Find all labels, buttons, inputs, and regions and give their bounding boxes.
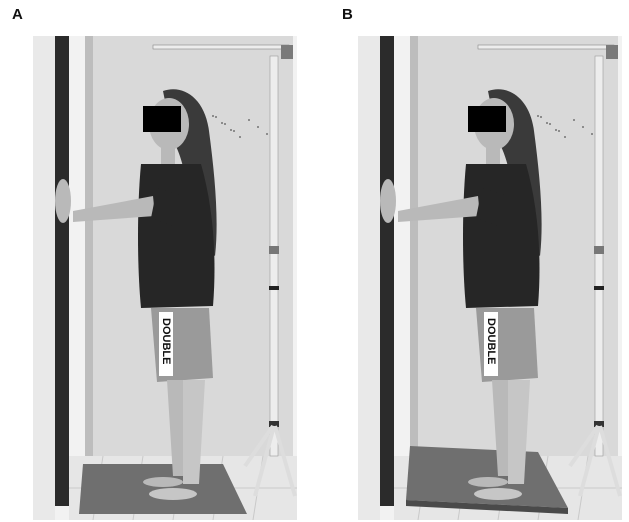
photo-scene: DOUBLE: [358, 36, 622, 520]
door-dot: [266, 133, 268, 135]
sleeve: [151, 188, 183, 226]
door-dot: [224, 123, 226, 125]
door-dot: [555, 129, 557, 131]
door-dot: [212, 115, 214, 117]
door-dot: [564, 136, 566, 138]
foot: [468, 477, 508, 487]
stand-pole: [269, 55, 279, 457]
stand-top-arm: [152, 44, 290, 50]
wall-edge: [33, 36, 55, 520]
photo-panel-b: DOUBLE: [358, 36, 622, 520]
door-dot: [257, 126, 259, 128]
wall-edge: [358, 36, 380, 520]
arm: [398, 196, 480, 222]
door-dot: [549, 123, 551, 125]
tripod-leg: [578, 425, 601, 497]
arm: [73, 196, 155, 222]
hand: [380, 179, 396, 223]
stand-base-joint: [269, 421, 279, 427]
shirt: [463, 164, 540, 308]
door-dot: [591, 133, 593, 135]
door-dot: [230, 129, 232, 131]
tripod-leg: [253, 425, 276, 497]
tripod-leg: [273, 425, 297, 497]
foot: [149, 488, 197, 500]
stand-clip: [594, 286, 604, 290]
tripod-leg: [598, 425, 622, 497]
stand-top-arm: [477, 44, 615, 50]
shorts-stripe: [159, 312, 173, 376]
door-dot: [546, 122, 548, 124]
neck: [161, 146, 175, 164]
face-anonymization-box: [143, 106, 181, 132]
face-anonymization-box: [468, 106, 506, 132]
shorts-text: DOUBLE: [160, 318, 172, 364]
door-dot: [537, 115, 539, 117]
tripod-leg: [243, 424, 275, 468]
panel-label-a: A: [12, 6, 23, 23]
shorts-stripe: [484, 312, 498, 376]
hand: [55, 179, 71, 223]
door-frame-inner: [85, 36, 93, 456]
stand-base-joint: [594, 421, 604, 427]
stand-top-clamp: [606, 45, 618, 59]
stand-top-clamp: [281, 45, 293, 59]
leg-front: [508, 380, 530, 484]
door-frame-left: [380, 36, 394, 506]
tripod-leg: [568, 424, 600, 468]
inclined-board-edge: [406, 500, 568, 514]
door-dot: [573, 119, 575, 121]
panel-label-b: B: [342, 6, 353, 23]
foot: [474, 488, 522, 500]
door-dot: [233, 130, 235, 132]
foot: [143, 477, 183, 487]
neck: [486, 146, 500, 164]
door-dot: [582, 126, 584, 128]
photo-scene: DOUBLE: [33, 36, 297, 520]
leg-front: [183, 380, 205, 484]
stand-joint: [594, 246, 604, 254]
stand-clip: [269, 286, 279, 290]
door-dot: [540, 116, 542, 118]
door-frame-inner: [410, 36, 418, 456]
inclined-board: [406, 446, 568, 508]
sleeve: [476, 188, 508, 226]
shorts-text: DOUBLE: [485, 318, 497, 364]
door-dot: [239, 136, 241, 138]
door-dot: [248, 119, 250, 121]
door-dot: [215, 116, 217, 118]
person: DOUBLE: [55, 89, 217, 500]
stand-joint: [269, 246, 279, 254]
photo-panel-a: DOUBLE: [33, 36, 297, 520]
door-frame-left: [55, 36, 69, 506]
shirt: [138, 164, 215, 308]
door-dot: [558, 130, 560, 132]
person: DOUBLE: [380, 89, 542, 500]
stand-pole: [594, 55, 604, 457]
door-dot: [221, 122, 223, 124]
